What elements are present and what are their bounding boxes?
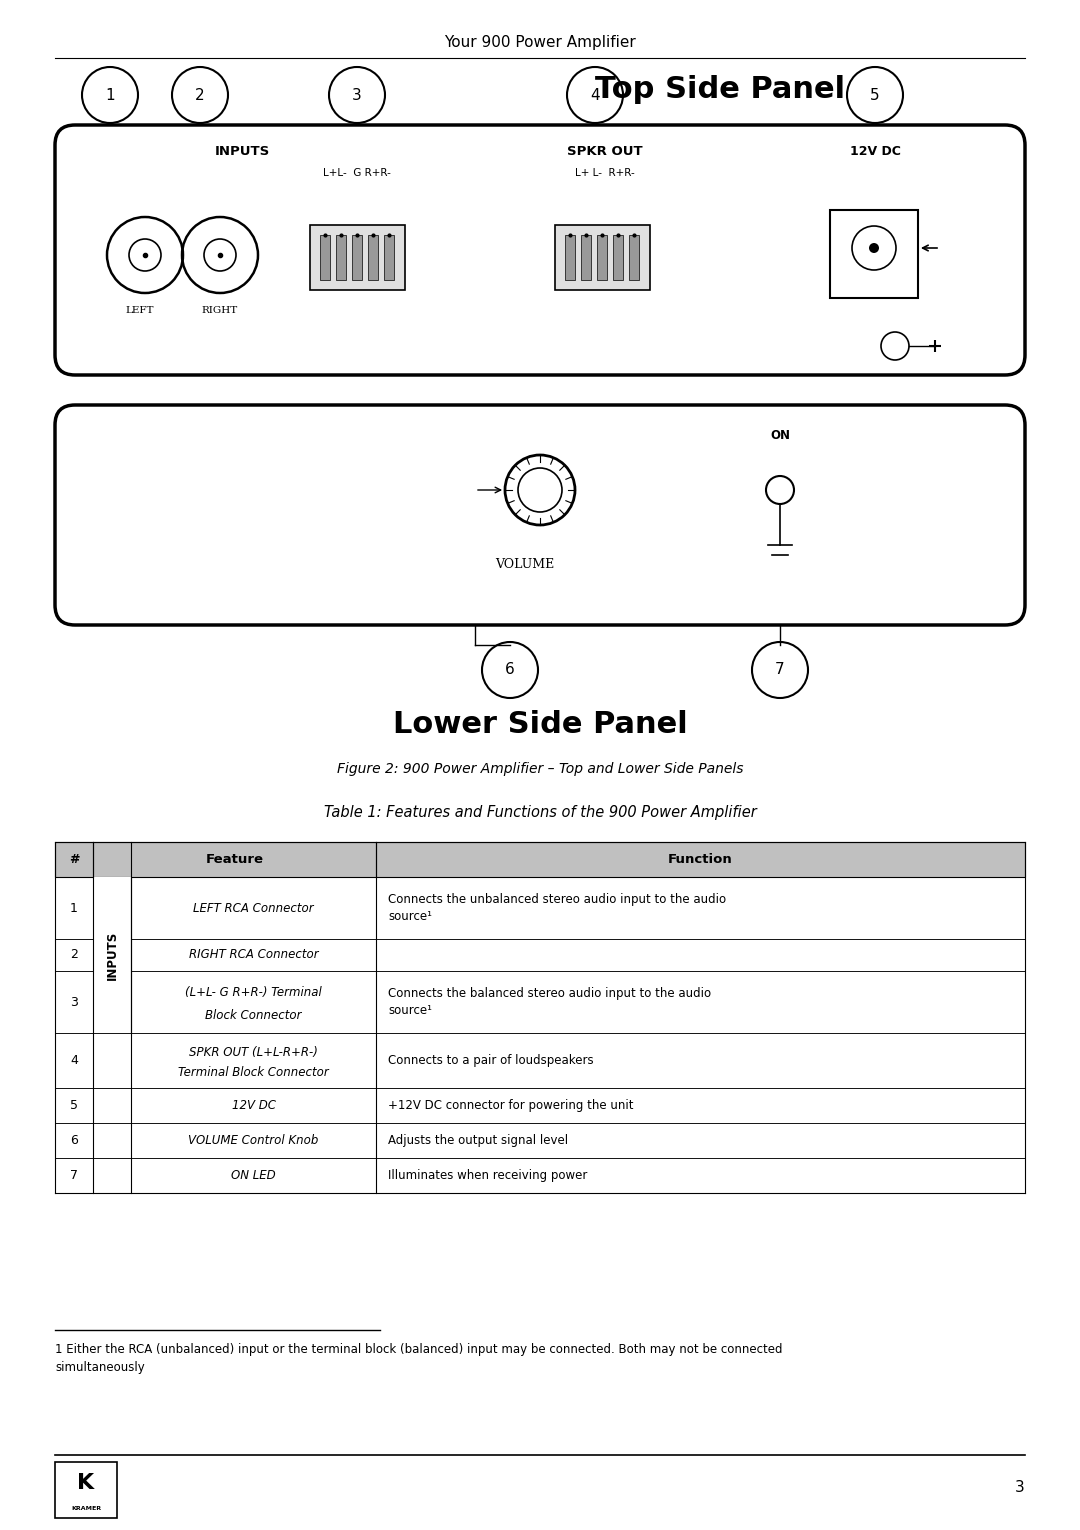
Text: Top Side Panel: Top Side Panel [595,75,845,104]
Text: Connects to a pair of loudspeakers: Connects to a pair of loudspeakers [388,1054,594,1066]
Text: 6: 6 [505,662,515,678]
Text: L+ L-  R+R-: L+ L- R+R- [576,168,635,177]
Text: 12V DC: 12V DC [850,145,901,158]
Bar [613,236,623,280]
Text: INPUTS: INPUTS [214,145,270,158]
Text: 6: 6 [70,1134,78,1148]
Text: 3: 3 [352,87,362,103]
Text: 4: 4 [590,87,599,103]
Bar [581,236,591,280]
Bar [352,236,362,280]
Text: Lower Side Panel: Lower Side Panel [393,710,687,739]
Text: Illuminates when receiving power: Illuminates when receiving power [388,1169,588,1183]
Text: 1: 1 [105,87,114,103]
Bar [55,1088,1025,1123]
Bar [93,877,131,1033]
Bar [55,939,1025,972]
Text: (L+L- G R+R-) Terminal: (L+L- G R+R-) Terminal [185,987,322,999]
FancyBboxPatch shape [55,405,1025,624]
Text: Terminal Block Connector: Terminal Block Connector [178,1066,329,1079]
Bar [55,1158,1025,1193]
Text: 1: 1 [70,901,78,915]
Text: L+L-  G R+R-: L+L- G R+R- [323,168,391,177]
Text: KRAMER: KRAMER [71,1506,102,1510]
FancyBboxPatch shape [55,125,1025,375]
Text: Adjusts the output signal level: Adjusts the output signal level [388,1134,568,1148]
Bar [55,1123,1025,1158]
Text: Block Connector: Block Connector [205,1010,301,1022]
Text: 2: 2 [195,87,205,103]
Text: Your 900 Power Amplifier: Your 900 Power Amplifier [444,35,636,50]
Bar [310,225,405,291]
Bar [55,842,1025,877]
Text: 7: 7 [70,1169,78,1183]
Text: VOLUME Control Knob: VOLUME Control Knob [188,1134,319,1148]
Bar [555,225,650,291]
Bar [384,236,394,280]
Text: Feature: Feature [205,854,264,866]
Circle shape [869,243,879,252]
Bar [55,877,1025,939]
Text: +12V DC connector for powering the unit: +12V DC connector for powering the unit [388,1099,634,1112]
Text: INPUTS: INPUTS [106,930,119,979]
Text: LEFT: LEFT [125,306,154,315]
Text: 2: 2 [70,949,78,961]
Bar [629,236,639,280]
Bar [831,210,918,298]
Text: #: # [69,854,79,866]
Bar [597,236,607,280]
Text: SPKR OUT: SPKR OUT [567,145,643,158]
Text: ON LED: ON LED [231,1169,275,1183]
Text: Connects the unbalanced stereo audio input to the audio
source¹: Connects the unbalanced stereo audio inp… [388,894,726,923]
Text: Function: Function [669,854,733,866]
Text: RIGHT: RIGHT [202,306,238,315]
Text: 3: 3 [1015,1481,1025,1495]
Bar [55,1033,1025,1088]
Text: RIGHT RCA Connector: RIGHT RCA Connector [189,949,319,961]
Bar [55,1463,117,1518]
Text: 5: 5 [70,1099,78,1112]
Text: VOLUME: VOLUME [496,558,555,571]
Text: Table 1: Features and Functions of the 900 Power Amplifier: Table 1: Features and Functions of the 9… [324,805,756,820]
Text: 3: 3 [70,996,78,1008]
Text: 5: 5 [870,87,880,103]
Bar [336,236,346,280]
Text: LEFT RCA Connector: LEFT RCA Connector [193,901,314,915]
Text: 4: 4 [70,1054,78,1066]
Text: ON: ON [770,428,789,442]
Bar [368,236,378,280]
Text: K: K [78,1473,95,1493]
Text: SPKR OUT (L+L-R+R-): SPKR OUT (L+L-R+R-) [189,1045,318,1059]
Text: Connects the balanced stereo audio input to the audio
source¹: Connects the balanced stereo audio input… [388,987,711,1017]
Text: 12V DC: 12V DC [231,1099,275,1112]
Text: 7: 7 [775,662,785,678]
Text: Figure 2: 900 Power Amplifier – Top and Lower Side Panels: Figure 2: 900 Power Amplifier – Top and … [337,762,743,776]
Bar [320,236,330,280]
Bar [55,972,1025,1033]
Text: 1 Either the RCA (unbalanced) input or the terminal block (balanced) input may b: 1 Either the RCA (unbalanced) input or t… [55,1343,783,1374]
Bar [565,236,575,280]
